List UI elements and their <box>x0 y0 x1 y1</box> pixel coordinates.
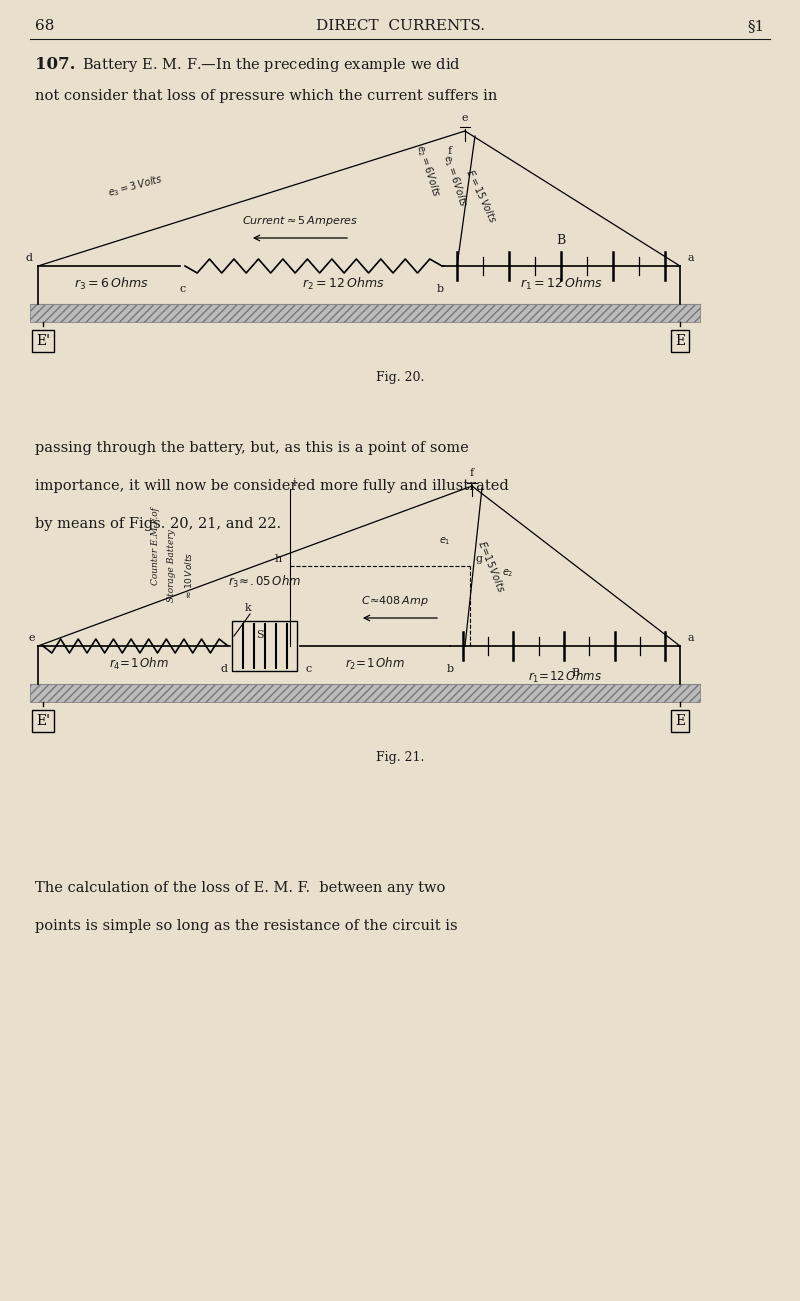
Text: $r_2 = 12\,Ohms$: $r_2 = 12\,Ohms$ <box>302 276 385 293</box>
Text: $e_1$: $e_1$ <box>439 535 451 546</box>
Text: §1: §1 <box>748 20 765 33</box>
Text: b: b <box>446 664 454 674</box>
Text: $e_3 = 3\,Volts$: $e_3 = 3\,Volts$ <box>106 172 164 200</box>
Text: e: e <box>28 634 34 643</box>
Text: Fig. 20.: Fig. 20. <box>376 371 424 384</box>
Text: i: i <box>293 477 297 488</box>
Text: k: k <box>245 602 252 613</box>
Text: g: g <box>475 554 482 565</box>
Text: $r_3\!\approx\!.05\,Ohm$: $r_3\!\approx\!.05\,Ohm$ <box>228 574 302 591</box>
Text: Counter E.M.F.of: Counter E.M.F.of <box>150 507 159 585</box>
Text: Battery E. M. F.$\mathbf{—}$In the preceding example we did: Battery E. M. F.$\mathbf{—}$In the prece… <box>82 56 461 74</box>
Text: $r_1 = 12\,Ohms$: $r_1 = 12\,Ohms$ <box>520 276 602 293</box>
Text: E': E' <box>36 714 50 729</box>
Text: $C\!\approx\!408\,Amp$: $C\!\approx\!408\,Amp$ <box>361 595 429 608</box>
Text: importance, it will now be considered more fully and illustrated: importance, it will now be considered mo… <box>35 479 509 493</box>
Text: $e_1=6Volts$: $e_1=6Volts$ <box>440 152 470 209</box>
Text: $Current\approx 5\,Amperes$: $Current\approx 5\,Amperes$ <box>242 213 358 228</box>
Text: c: c <box>180 284 186 294</box>
Text: B: B <box>571 667 579 678</box>
Text: $E=15\,Volts$: $E=15\,Volts$ <box>464 167 500 225</box>
Text: DIRECT  CURRENTS.: DIRECT CURRENTS. <box>315 20 485 33</box>
Text: $r_2\!=\!1\,Ohm$: $r_2\!=\!1\,Ohm$ <box>345 656 405 673</box>
Text: a: a <box>687 634 694 643</box>
Text: by means of Figs. 20, 21, and 22.: by means of Figs. 20, 21, and 22. <box>35 516 281 531</box>
Text: passing through the battery, but, as this is a point of some: passing through the battery, but, as thi… <box>35 441 469 455</box>
Text: e: e <box>462 113 468 124</box>
Text: h: h <box>274 554 282 565</box>
Text: $e_2=6Volts$: $e_2=6Volts$ <box>413 143 443 199</box>
Text: B: B <box>556 234 566 247</box>
Text: 68: 68 <box>35 20 54 33</box>
Text: $r_4\!=\!1\,Ohm$: $r_4\!=\!1\,Ohm$ <box>109 656 169 673</box>
Text: $r_1\!=\!12\,Ohms$: $r_1\!=\!12\,Ohms$ <box>528 669 602 686</box>
Text: d: d <box>26 252 33 263</box>
Text: Storage Battery: Storage Battery <box>167 530 177 602</box>
Text: not consider that loss of pressure which the current suffers in: not consider that loss of pressure which… <box>35 88 498 103</box>
Text: f: f <box>448 146 452 156</box>
Text: S: S <box>256 630 264 640</box>
Text: E: E <box>675 714 685 729</box>
Text: Fig. 21.: Fig. 21. <box>376 751 424 764</box>
Text: $E\!=\!15\,Volts$: $E\!=\!15\,Volts$ <box>476 539 508 593</box>
Text: E': E' <box>36 334 50 347</box>
Text: 107.: 107. <box>35 56 75 73</box>
Text: E: E <box>675 334 685 347</box>
Text: c: c <box>305 664 311 674</box>
Text: d: d <box>221 664 228 674</box>
Text: b: b <box>437 284 443 294</box>
Text: f: f <box>470 468 474 477</box>
Bar <box>233 621 298 671</box>
Text: $\approx 10\,Volts$: $\approx 10\,Volts$ <box>183 552 194 600</box>
Text: $e_2$: $e_2$ <box>502 567 514 579</box>
Text: points is simple so long as the resistance of the circuit is: points is simple so long as the resistan… <box>35 919 458 933</box>
Text: a: a <box>687 252 694 263</box>
Text: $r_3 = 6\,Ohms$: $r_3 = 6\,Ohms$ <box>74 276 149 293</box>
Text: The calculation of the loss of E. M. F.  between any two: The calculation of the loss of E. M. F. … <box>35 881 446 895</box>
